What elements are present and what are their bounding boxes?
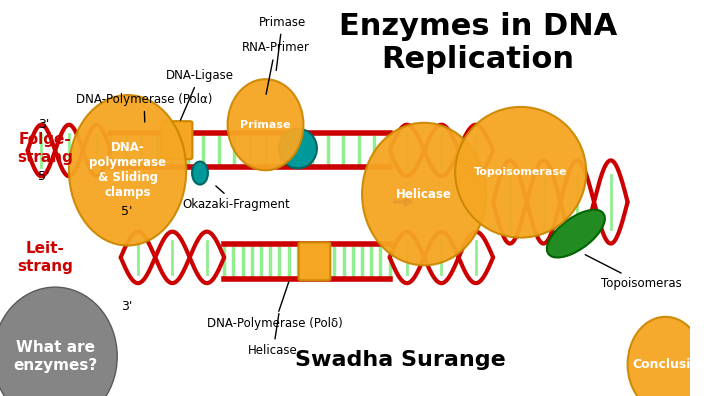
Ellipse shape [547, 210, 605, 257]
Text: 5': 5' [38, 170, 49, 183]
Text: Swadha Surange: Swadha Surange [295, 350, 505, 370]
Text: DNA-Ligase: DNA-Ligase [165, 69, 234, 120]
Text: Topoisomeras: Topoisomeras [585, 255, 682, 290]
Ellipse shape [227, 79, 303, 170]
Text: Conclusio: Conclusio [632, 358, 699, 371]
Text: 3': 3' [120, 301, 132, 313]
Text: Okazaki-Fragment: Okazaki-Fragment [183, 186, 291, 211]
Text: DNA-Polymerase (Polα): DNA-Polymerase (Polα) [76, 93, 212, 122]
FancyBboxPatch shape [298, 242, 330, 280]
Text: Enzymes in DNA
Replication: Enzymes in DNA Replication [339, 12, 617, 74]
Text: Folge-
strang: Folge- strang [17, 132, 73, 165]
Text: RNA-Primer: RNA-Primer [241, 42, 309, 94]
Ellipse shape [279, 129, 317, 168]
Text: DNA-Polymerase (Polδ): DNA-Polymerase (Polδ) [207, 282, 343, 330]
Text: 3': 3' [38, 118, 49, 131]
Text: 5': 5' [120, 206, 132, 218]
Ellipse shape [192, 162, 208, 185]
Ellipse shape [627, 317, 703, 396]
FancyBboxPatch shape [161, 121, 192, 159]
Text: Primase: Primase [258, 16, 306, 70]
Ellipse shape [0, 287, 118, 396]
Text: Helicase: Helicase [396, 188, 452, 200]
Text: Primase: Primase [240, 120, 291, 130]
Text: Leit-
strang: Leit- strang [17, 241, 73, 274]
Text: DNA-
polymerase
& Sliding
clamps: DNA- polymerase & Sliding clamps [89, 141, 166, 199]
Text: Topoisomerase: Topoisomerase [474, 167, 567, 177]
Ellipse shape [455, 107, 586, 238]
Text: What are
enzymes?: What are enzymes? [13, 340, 97, 373]
Ellipse shape [362, 123, 486, 265]
Text: Helicase: Helicase [249, 314, 298, 358]
Ellipse shape [69, 95, 186, 246]
